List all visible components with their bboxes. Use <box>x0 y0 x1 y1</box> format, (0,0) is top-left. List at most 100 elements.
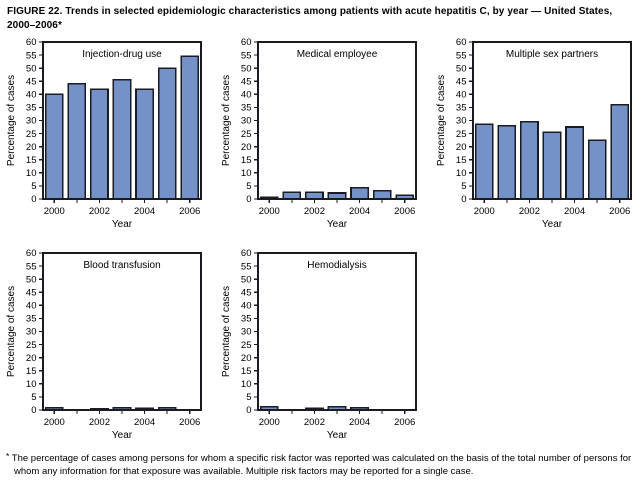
y-tick-label: 30 <box>26 116 37 127</box>
y-tick-label: 60 <box>456 37 467 48</box>
chart-inner-title: Blood transfusion <box>83 260 160 271</box>
y-tick-label: 35 <box>241 314 252 325</box>
y-tick-label: 10 <box>241 379 252 390</box>
chart-inner-title: Hemodialysis <box>307 260 366 271</box>
y-tick-label: 50 <box>26 274 37 285</box>
y-tick-label: 40 <box>456 90 467 101</box>
y-tick-label: 45 <box>26 76 37 87</box>
chart-hemodialysis: 0 5 10 15 20 25 30 35 40 45 50 55 60 2000 2002 2004 2006… <box>218 247 423 441</box>
bar-2004 <box>135 88 154 200</box>
y-tick-label: 10 <box>26 168 37 179</box>
y-tick-label: 15 <box>456 155 467 166</box>
bar-2006 <box>180 55 200 200</box>
y-tick-label: 55 <box>26 261 37 272</box>
y-tick-label: 45 <box>241 287 252 298</box>
chart-medical-employee: 0 5 10 15 20 25 30 35 40 45 50 55 60 2000 2002 2004 2006… <box>218 36 423 230</box>
bar-2005 <box>587 139 607 200</box>
bar-2001 <box>67 83 87 200</box>
chart-multiple-sex-partners: 0 5 10 15 20 25 30 35 40 45 50 55 60 2000 2002 2004 2006… <box>433 36 638 230</box>
y-tick-label: 25 <box>456 129 467 140</box>
y-tick-label: 45 <box>26 287 37 298</box>
footnote-text: The percentage of cases among persons fo… <box>11 453 632 478</box>
bar-2000 <box>474 123 494 200</box>
x-axis-title: Year <box>327 219 348 228</box>
y-tick-label: 0 <box>246 194 251 205</box>
bar-2001 <box>282 191 302 200</box>
y-tick-label: 20 <box>26 142 37 153</box>
bar-2005 <box>372 189 392 200</box>
y-axis-title: Percentage of cases <box>6 75 17 166</box>
y-tick-label: 50 <box>241 274 252 285</box>
y-tick-label: 20 <box>26 353 37 364</box>
y-tick-label: 60 <box>26 37 37 48</box>
footnote-marker: * <box>6 451 10 461</box>
y-tick-label: 20 <box>456 142 467 153</box>
x-tick-label: 2002 <box>89 206 110 217</box>
y-tick-label: 15 <box>26 366 37 377</box>
y-tick-label: 5 <box>246 181 251 192</box>
x-tick-label: 2000 <box>259 206 280 217</box>
x-tick-label: 2004 <box>349 417 370 428</box>
x-tick-label: 2006 <box>394 417 415 428</box>
x-tick-label: 2002 <box>304 206 325 217</box>
y-tick-label: 35 <box>456 103 467 114</box>
y-tick-label: 5 <box>461 181 466 192</box>
y-tick-label: 0 <box>31 194 36 205</box>
y-tick-label: 40 <box>241 90 252 101</box>
x-tick-label: 2000 <box>259 417 280 428</box>
x-tick-label: 2000 <box>44 206 65 217</box>
x-tick-label: 2000 <box>474 206 495 217</box>
bar-2000 <box>44 93 64 200</box>
plot-box <box>257 252 417 411</box>
x-tick-label: 2006 <box>179 206 200 217</box>
y-tick-label: 45 <box>241 76 252 87</box>
bar-2003 <box>327 192 347 200</box>
bar-2002 <box>305 191 324 200</box>
chart-blood-transfusion: 0 5 10 15 20 25 30 35 40 45 50 55 60 2000 2002 2004 2006… <box>3 247 208 441</box>
y-tick-label: 0 <box>461 194 466 205</box>
bar-2004 <box>565 126 584 200</box>
y-tick-label: 35 <box>26 314 37 325</box>
y-tick-label: 35 <box>241 103 252 114</box>
y-tick-label: 45 <box>456 76 467 87</box>
plot-box <box>42 252 202 411</box>
figure-footnote: * The percentage of cases among persons … <box>6 451 641 479</box>
y-tick-label: 60 <box>241 37 252 48</box>
x-axis-title: Year <box>112 219 133 228</box>
y-tick-label: 30 <box>241 116 252 127</box>
y-axis-title: Percentage of cases <box>221 286 232 377</box>
y-tick-label: 5 <box>246 392 251 403</box>
y-tick-label: 35 <box>26 103 37 114</box>
y-tick-label: 40 <box>26 301 37 312</box>
chart-canvas: 0 5 10 15 20 25 30 35 40 45 50 55 60 2000 2002 2004 2006… <box>6 248 202 441</box>
bar-2006 <box>610 104 630 200</box>
y-tick-label: 20 <box>241 353 252 364</box>
chart-canvas: 0 5 10 15 20 25 30 35 40 45 50 55 60 2000 2002 2004 2006… <box>221 37 417 230</box>
y-tick-label: 55 <box>26 50 37 61</box>
y-tick-label: 10 <box>26 379 37 390</box>
y-tick-label: 55 <box>241 261 252 272</box>
chart-canvas: 0 5 10 15 20 25 30 35 40 45 50 55 60 2000 2002 2004 2006… <box>436 37 632 230</box>
chart-canvas: 0 5 10 15 20 25 30 35 40 45 50 55 60 2000 2002 2004 2006… <box>6 37 202 230</box>
x-tick-label: 2006 <box>609 206 630 217</box>
y-tick-label: 15 <box>241 155 252 166</box>
bar-2002 <box>90 88 109 200</box>
chart-canvas: 0 5 10 15 20 25 30 35 40 45 50 55 60 2000 2002 2004 2006… <box>221 248 417 441</box>
y-tick-label: 5 <box>31 392 36 403</box>
y-tick-label: 0 <box>246 405 251 416</box>
y-axis-title: Percentage of cases <box>6 286 17 377</box>
y-tick-label: 55 <box>241 50 252 61</box>
x-tick-label: 2004 <box>564 206 585 217</box>
chart-inner-title: Medical employee <box>297 49 378 60</box>
y-tick-label: 20 <box>241 142 252 153</box>
bar-2002 <box>520 121 539 200</box>
chart-injection-drug-use: 0 5 10 15 20 25 30 35 40 45 50 55 60 2000 2002 2004 2006… <box>3 36 208 230</box>
x-tick-label: 2004 <box>134 417 155 428</box>
y-axis-title: Percentage of cases <box>221 75 232 166</box>
bar-2005 <box>157 67 177 200</box>
y-tick-label: 25 <box>26 340 37 351</box>
y-tick-label: 10 <box>241 168 252 179</box>
y-tick-label: 30 <box>26 327 37 338</box>
bar-2003 <box>542 131 562 200</box>
